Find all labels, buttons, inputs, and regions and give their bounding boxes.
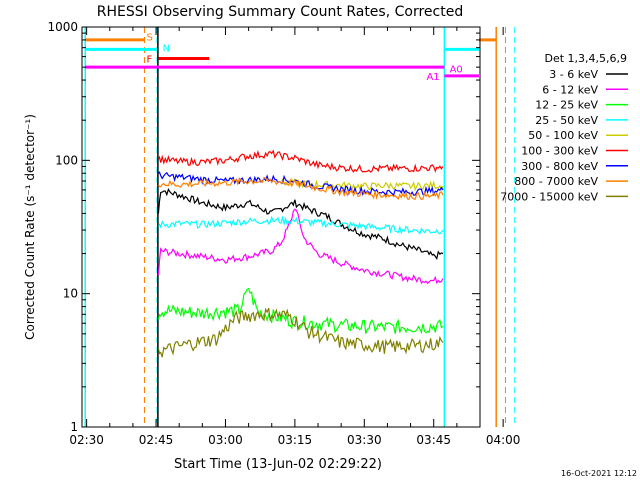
series-7000-15000-kev: [157, 307, 444, 358]
series-12-25-kev: [157, 287, 444, 335]
plot-area: SNF A1 A0: [84, 27, 516, 427]
legend-label: 50 - 100 keV: [528, 129, 598, 142]
series-800-7000-kev: [157, 177, 444, 201]
axes: 02:30 02:45 03:00 03:15 03:30 03:45 04:00 1 10 10…: [47, 20, 520, 447]
legend: 3 - 6 keV 6 - 12 keV 12 - 25 keV 25 - 50 ke…: [500, 68, 628, 203]
status-label-a0: A0: [450, 64, 463, 75]
x-tick-label: 03:30: [347, 433, 382, 447]
x-tick-label: 02:30: [69, 433, 104, 447]
chart-title: RHESSI Observing Summary Count Rates, Co…: [97, 4, 463, 20]
legend-label: 25 - 50 keV: [535, 114, 598, 127]
footer-date: 16-Oct-2021 12:12: [561, 469, 637, 478]
legend-label: 800 - 7000 keV: [514, 175, 598, 188]
status-label-n: N: [163, 44, 170, 55]
y-tick-label: 1000: [47, 20, 78, 34]
x-tick-label: 03:00: [208, 433, 243, 447]
legend-label: 100 - 300 keV: [521, 145, 598, 158]
x-tick-label: 03:15: [278, 433, 313, 447]
plot-frame: [81, 26, 481, 428]
series-3-6-kev: [157, 187, 444, 260]
legend-title: Det 1,3,4,5,6,9: [544, 52, 627, 65]
status-label-s: S: [146, 32, 152, 43]
x-tick-label: 02:45: [139, 433, 174, 447]
legend-label: 300 - 800 keV: [521, 160, 598, 173]
y-tick-label: 1: [70, 420, 78, 434]
series-6-12-kev: [157, 208, 444, 285]
series-100-300-kev: [157, 149, 444, 173]
x-tick-label: 03:45: [416, 433, 451, 447]
x-axis-label: Start Time (13-Jun-02 02:29:22): [174, 457, 382, 472]
y-tick-label: 100: [55, 153, 78, 167]
x-tick-label: 04:00: [486, 433, 521, 447]
legend-label: 12 - 25 keV: [535, 99, 598, 112]
y-axis-label: Corrected Count Rate (s⁻¹ detector⁻¹): [23, 114, 37, 340]
status-label-a1: A1: [426, 72, 439, 83]
series-25-50-kev: [157, 215, 444, 235]
legend-label: 3 - 6 keV: [549, 68, 598, 81]
legend-label: 6 - 12 keV: [542, 83, 598, 96]
legend-label: 7000 - 15000 keV: [500, 190, 598, 203]
status-label-f: F: [146, 55, 152, 66]
y-tick-label: 10: [63, 287, 78, 301]
